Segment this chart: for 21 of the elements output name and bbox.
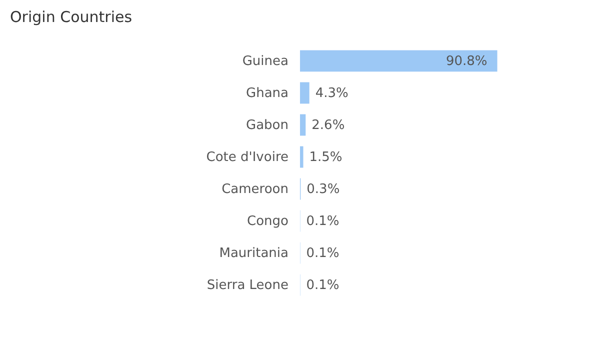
data-label: 1.5%: [309, 150, 342, 165]
data-label: 0.1%: [306, 278, 340, 294]
y-tick-label: Ghana: [246, 86, 288, 101]
text: Origin Countries: [10, 8, 132, 26]
data-label: 0.1%: [306, 214, 340, 230]
y-tick-label: Cote d'Ivoire: [206, 150, 288, 165]
bar: [300, 146, 304, 168]
data-label: 0.1%: [306, 246, 340, 262]
data-label: 2.6%: [312, 118, 345, 133]
y-tick-label: Sierra Leone: [206, 278, 288, 294]
y-tick-label: Cameroon: [222, 182, 288, 198]
y-tick-label: Congo: [247, 214, 289, 230]
y-tick-label: Mauritania: [219, 246, 288, 262]
y-tick-label: Gabon: [246, 118, 288, 133]
data-label: 4.3%: [315, 86, 348, 101]
bar: [300, 82, 310, 104]
data-label: 0.3%: [306, 182, 340, 198]
y-tick-label: Guinea: [242, 54, 288, 69]
data-label: 90.8%: [446, 54, 488, 69]
bar: [300, 114, 306, 136]
bar: [300, 50, 498, 72]
